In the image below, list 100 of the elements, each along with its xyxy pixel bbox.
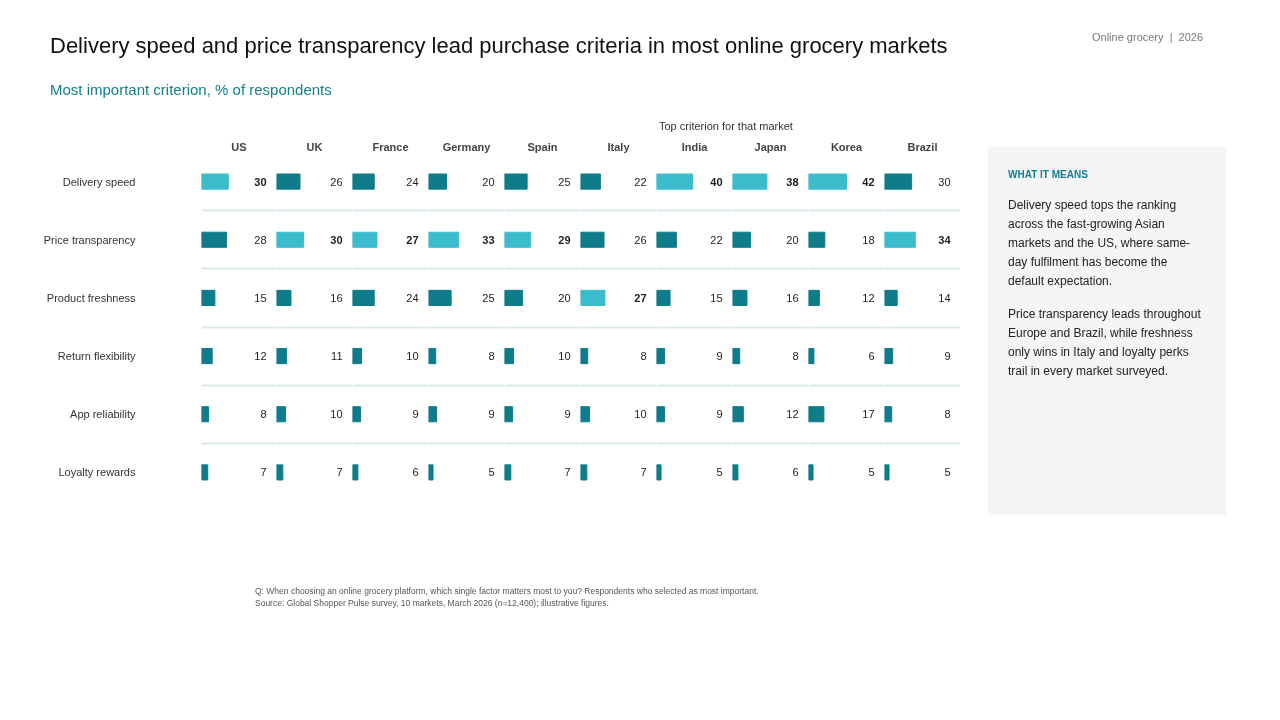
bar [201,231,227,248]
source-note: Source: Global Shopper Pulse survey, 10 markets, March 2026 (n=12,400); illustrative figures. [255,597,609,608]
bar [428,173,448,190]
data-label: 29 [558,233,571,246]
bar [808,173,847,190]
text: Online grocery | 2026 [1092,30,1204,45]
bar [656,289,671,306]
data-label: 16 [786,291,799,304]
bar [504,173,528,190]
bar [352,289,375,306]
bar [656,406,666,423]
text: WHAT IT MEANS [1008,167,1089,182]
bar [580,406,591,423]
bar [808,464,814,481]
data-label: 18 [862,233,875,246]
bar [656,173,694,190]
data-label: 33 [482,233,495,246]
bar [732,289,748,306]
bar [352,231,378,248]
data-label: 6 [412,466,419,479]
data-label: 12 [254,349,267,362]
bar [732,231,752,248]
bar [884,231,916,248]
chart-subtitle: Most important criterion, % of respondents [50,80,332,101]
bar [276,406,287,423]
data-label: 9 [412,408,419,421]
bar [732,173,768,190]
data-label: 15 [254,291,267,304]
bar [580,173,601,190]
x-axis-title: Italy [607,140,631,153]
data-label: 10 [634,408,647,421]
bar [656,464,662,481]
text: Delivery speed tops the ranking across the fast-growing Asian markets and the US, where same-day fulfilment has become the default expectation. [1008,196,1192,290]
y-tick-label: Loyalty rewards [58,466,136,479]
data-label: 15 [710,291,723,304]
bar [201,347,213,364]
bar [276,464,284,481]
y-tick-label: Return flexibility [57,349,136,362]
data-label: 10 [558,349,571,362]
data-label: 5 [716,466,723,479]
bar [504,347,515,364]
data-label: 9 [716,408,723,421]
data-label: 12 [786,408,799,421]
data-label: 10 [406,349,419,362]
data-label: 30 [254,175,267,188]
data-label: 11 [331,349,343,362]
bar [808,289,820,306]
data-label: 24 [406,175,419,188]
bar [884,347,894,364]
data-label: 40 [710,175,723,188]
bar [732,347,741,364]
text: Top criterion for that market [659,119,793,132]
data-label: 28 [254,233,267,246]
bar [580,231,605,248]
bar [656,231,677,248]
x-axis-title: UK [306,140,323,153]
x-axis-title: India [681,140,709,153]
data-label: 5 [944,466,951,479]
x-axis-title: France [372,140,409,153]
x-axis-title: Brazil [907,140,938,153]
bar [428,347,437,364]
x-axis-title: Japan [754,140,787,153]
data-label: 9 [488,408,495,421]
data-label: 7 [640,466,647,479]
data-label: 9 [564,408,571,421]
data-label: 8 [792,349,799,362]
data-label: 25 [482,291,495,304]
data-label: 22 [634,175,647,188]
bar [504,464,512,481]
data-label: 20 [558,291,571,304]
data-label: 7 [564,466,571,479]
data-label: 5 [868,466,875,479]
bar [656,347,666,364]
bar [276,173,301,190]
bar [428,231,459,248]
data-label: 26 [330,175,343,188]
x-axis-title: Korea [830,140,863,153]
bar [428,464,434,481]
bar [428,289,452,306]
data-label: 8 [488,349,495,362]
x-axis-title: Spain [527,140,558,153]
x-axis-title: Germany [442,140,492,153]
data-label: 24 [406,291,419,304]
data-label: 8 [260,408,267,421]
data-label: 42 [862,175,875,188]
data-label: 8 [640,349,647,362]
bar [201,173,229,190]
data-label: 5 [488,466,495,479]
y-tick-label: Product freshness [46,291,136,304]
bar [884,173,913,190]
data-label: 12 [862,291,875,304]
bar [504,406,514,423]
data-label: 30 [330,233,343,246]
text: Q: When choosing an online grocery platform, which single factor matters most to you? Respondents who selected as most important. [255,585,759,596]
y-tick-label: Delivery speed [62,175,136,188]
data-label: 25 [558,175,571,188]
bar [276,347,287,364]
data-label: 6 [868,349,875,362]
bar [201,406,210,423]
bar [884,464,890,481]
